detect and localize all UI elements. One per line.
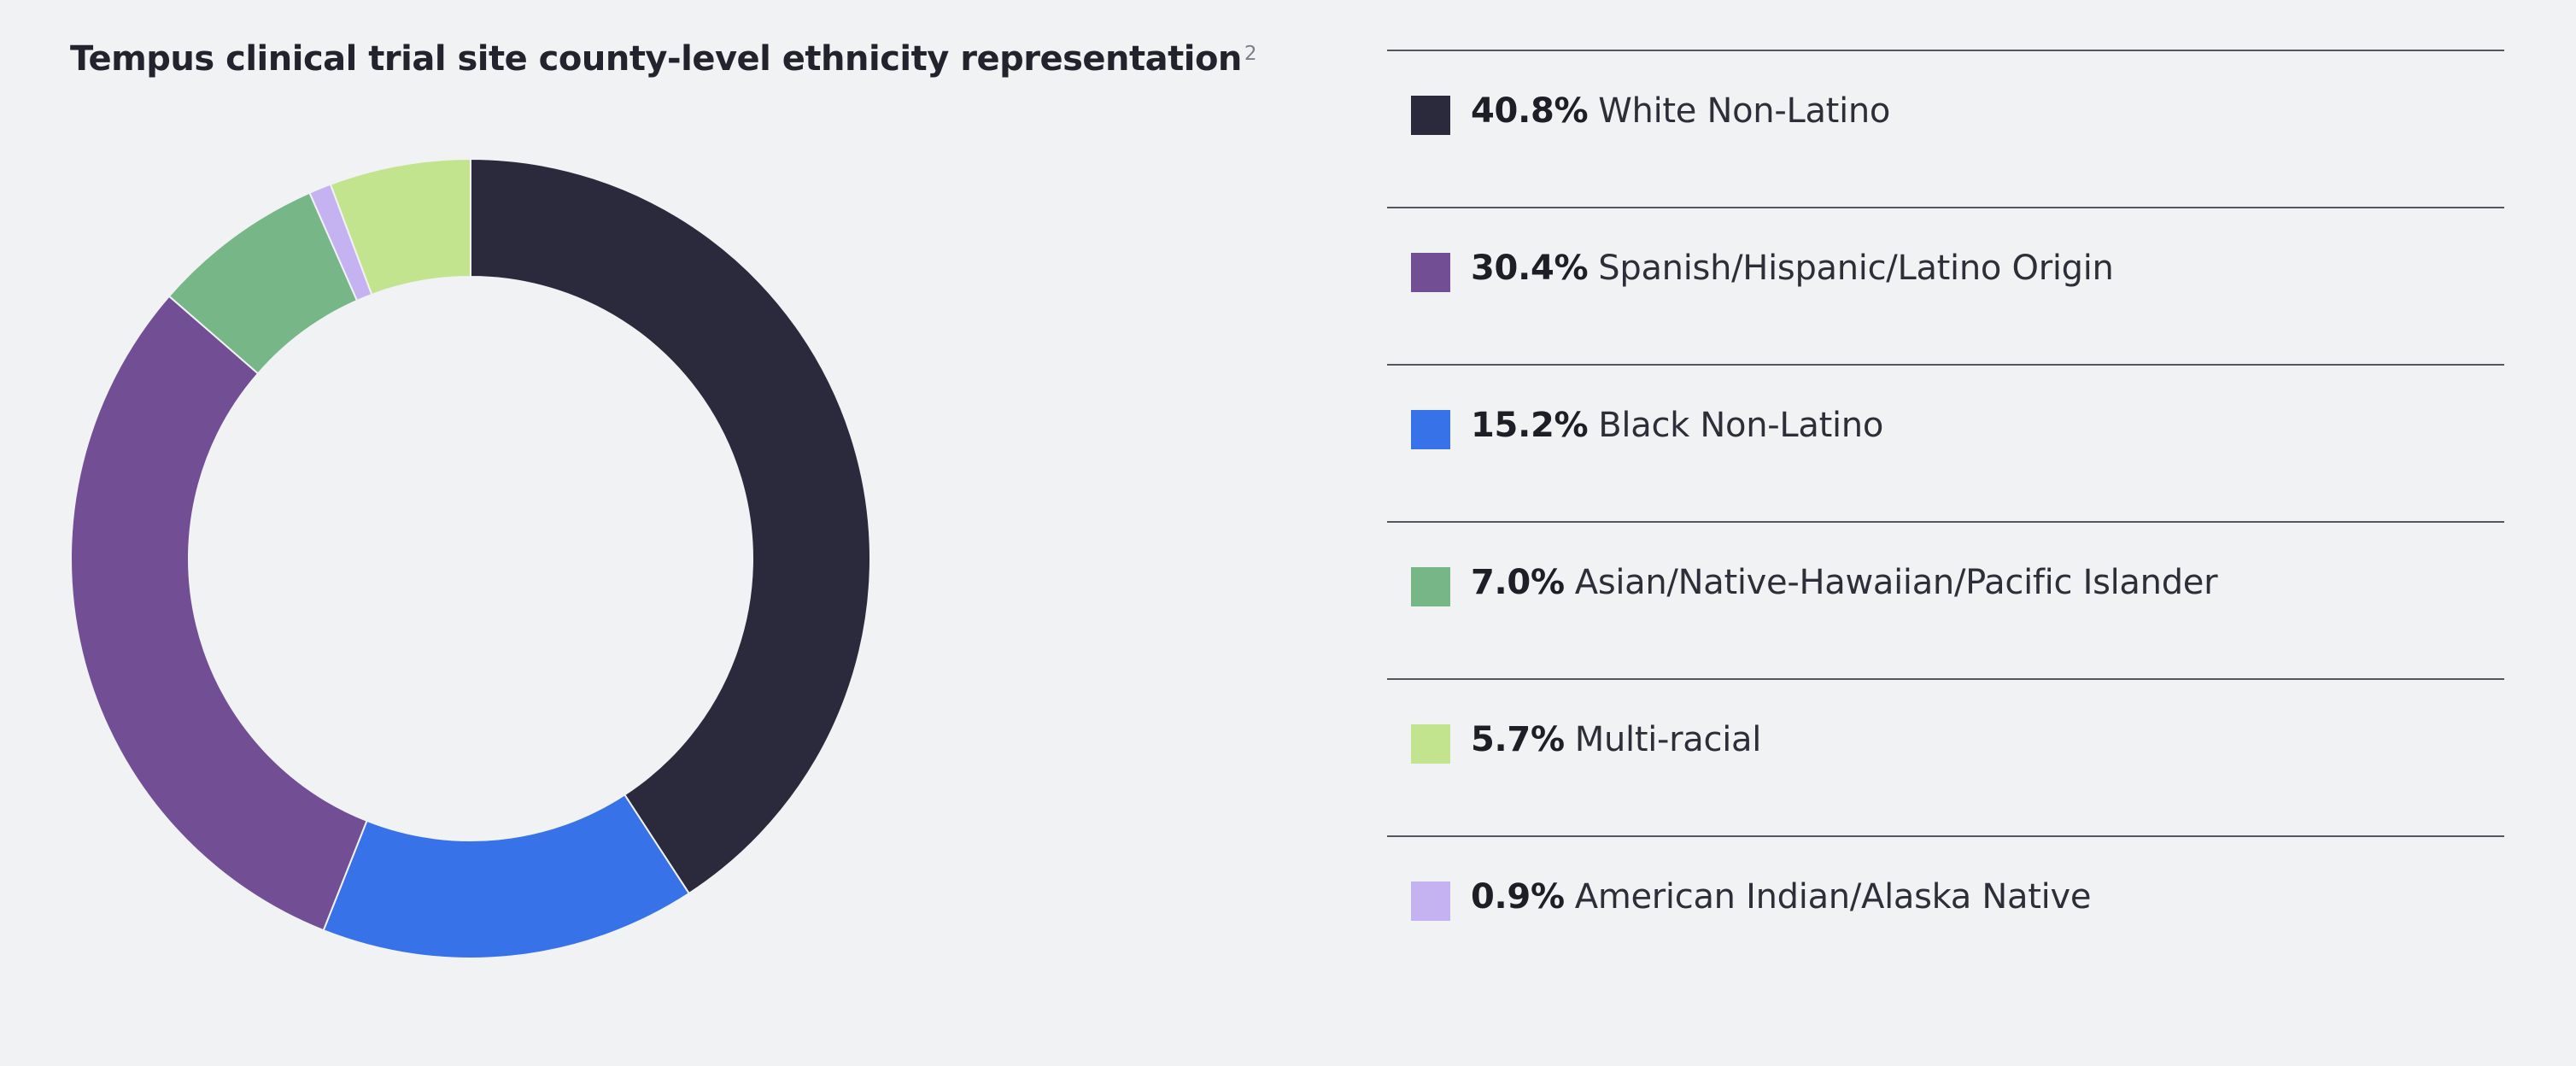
legend-item: 15.2% Black Non-Latino	[1387, 364, 2504, 521]
legend-label: White Non-Latino	[1598, 91, 1891, 131]
legend-percent: 7.0%	[1471, 563, 1565, 602]
legend-item: 5.7% Multi-racial	[1387, 678, 2504, 835]
donut-slice[interactable]	[329, 157, 471, 296]
chart-title: Tempus clinical trial site county-level …	[70, 39, 1257, 79]
donut-chart	[70, 157, 871, 959]
legend-swatch	[1411, 882, 1450, 921]
legend-label: Multi-racial	[1574, 720, 1762, 759]
legend-swatch	[1411, 96, 1450, 135]
legend-label: Black Non-Latino	[1598, 406, 1884, 445]
legend-percent: 0.9%	[1471, 877, 1565, 917]
legend-percent: 5.7%	[1471, 720, 1565, 759]
legend-swatch	[1411, 567, 1450, 606]
legend-percent: 40.8%	[1471, 91, 1589, 131]
legend-percent: 30.4%	[1471, 249, 1589, 288]
chart-title-text: Tempus clinical trial site county-level …	[70, 39, 1242, 79]
donut-slice[interactable]	[70, 295, 368, 932]
legend-label: Spanish/Hispanic/Latino Origin	[1598, 249, 2114, 288]
legend-swatch	[1411, 724, 1450, 764]
legend-item: 0.9% American Indian/Alaska Native	[1387, 835, 2504, 993]
legend-swatch	[1411, 410, 1450, 449]
legend-label: Asian/Native-Hawaiian/Pacific Islander	[1574, 563, 2218, 602]
donut-slice[interactable]	[470, 157, 871, 895]
donut-slice[interactable]	[322, 794, 691, 959]
legend-swatch	[1411, 253, 1450, 292]
legend-label: American Indian/Alaska Native	[1574, 877, 2092, 917]
chart-legend: 40.8% White Non-Latino 30.4% Spanish/Hispa…	[1387, 50, 2504, 993]
legend-percent: 15.2%	[1471, 406, 1589, 445]
title-footnote-marker[interactable]: 2	[1244, 43, 1257, 65]
legend-item: 30.4% Spanish/Hispanic/Latino Origin	[1387, 207, 2504, 364]
legend-item: 7.0% Asian/Native-Hawaiian/Pacific Island…	[1387, 521, 2504, 678]
legend-item: 40.8% White Non-Latino	[1387, 50, 2504, 207]
